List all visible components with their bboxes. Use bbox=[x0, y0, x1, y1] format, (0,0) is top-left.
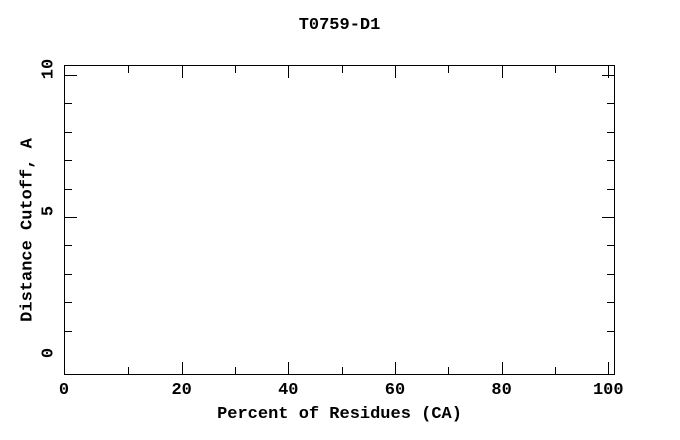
x-major-tick-bottom bbox=[502, 362, 503, 374]
y-major-tick-left bbox=[65, 217, 77, 218]
x-minor-tick-bottom bbox=[555, 367, 556, 374]
x-major-tick-top bbox=[608, 66, 609, 78]
x-minor-tick-top bbox=[128, 66, 129, 73]
x-axis-title: Percent of Residues (CA) bbox=[217, 405, 462, 424]
y-minor-tick-left bbox=[65, 189, 72, 190]
x-minor-tick-bottom bbox=[342, 367, 343, 374]
x-tick-label-100: 100 bbox=[592, 381, 624, 400]
y-minor-tick-left bbox=[65, 245, 72, 246]
x-tick-label-20: 20 bbox=[171, 381, 192, 400]
y-tick-label-0: 0 bbox=[39, 347, 59, 359]
x-minor-tick-top bbox=[448, 66, 449, 73]
y-minor-tick-left bbox=[65, 103, 72, 104]
x-tick-label-80: 80 bbox=[491, 381, 512, 400]
plot-area bbox=[64, 65, 615, 375]
x-major-tick-bottom bbox=[288, 362, 289, 374]
x-minor-tick-bottom bbox=[448, 367, 449, 374]
y-major-tick-right bbox=[602, 217, 614, 218]
x-tick-label-40: 40 bbox=[278, 381, 299, 400]
y-minor-tick-right bbox=[607, 160, 614, 161]
y-tick-label-5: 5 bbox=[39, 205, 59, 217]
x-minor-tick-top bbox=[555, 66, 556, 73]
y-major-tick-left bbox=[65, 75, 77, 76]
y-minor-tick-right bbox=[607, 245, 614, 246]
y-minor-tick-right bbox=[607, 331, 614, 332]
y-minor-tick-left bbox=[65, 302, 72, 303]
x-minor-tick-top bbox=[235, 66, 236, 73]
x-major-tick-bottom bbox=[608, 362, 609, 374]
y-minor-tick-left bbox=[65, 160, 72, 161]
x-minor-tick-top bbox=[342, 66, 343, 73]
y-minor-tick-left bbox=[65, 274, 72, 275]
y-tick-label-10: 10 bbox=[39, 58, 59, 80]
chart-title: T0759-D1 bbox=[298, 16, 381, 35]
y-minor-tick-right bbox=[607, 274, 614, 275]
x-major-tick-top bbox=[395, 66, 396, 78]
x-major-tick-top bbox=[288, 66, 289, 78]
x-tick-label-0: 0 bbox=[58, 381, 70, 400]
x-major-tick-bottom bbox=[182, 362, 183, 374]
x-major-tick-top bbox=[182, 66, 183, 78]
y-axis-title: Distance Cutoff, A bbox=[18, 138, 38, 322]
x-minor-tick-bottom bbox=[235, 367, 236, 374]
y-minor-tick-right bbox=[607, 189, 614, 190]
x-major-tick-top bbox=[502, 66, 503, 78]
x-minor-tick-bottom bbox=[128, 367, 129, 374]
x-major-tick-bottom bbox=[395, 362, 396, 374]
y-minor-tick-right bbox=[607, 132, 614, 133]
y-minor-tick-right bbox=[607, 103, 614, 104]
y-minor-tick-left bbox=[65, 132, 72, 133]
y-minor-tick-left bbox=[65, 331, 72, 332]
y-minor-tick-right bbox=[607, 302, 614, 303]
y-major-tick-right bbox=[602, 75, 614, 76]
x-tick-label-60: 60 bbox=[384, 381, 406, 400]
